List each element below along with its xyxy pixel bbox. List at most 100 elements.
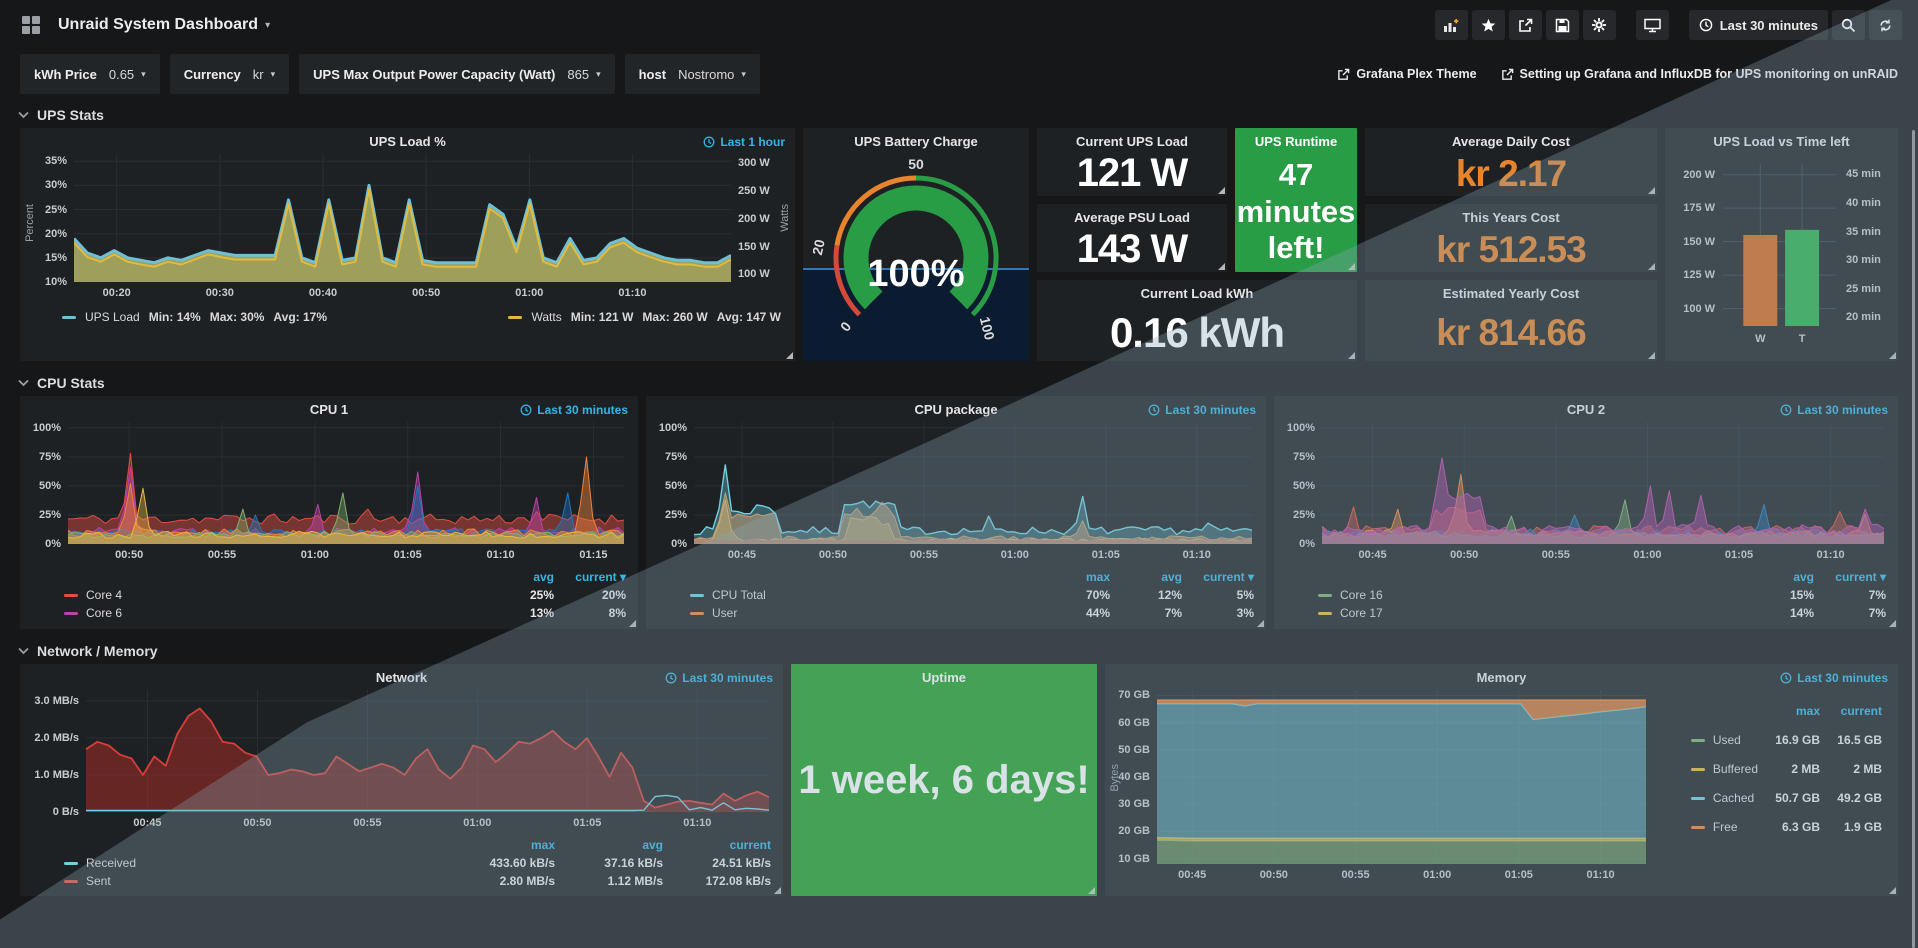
series-color-dash [1690, 796, 1705, 800]
refresh-button[interactable] [1869, 10, 1902, 40]
link-grafana-plex-theme[interactable]: Grafana Plex Theme [1337, 67, 1477, 81]
panel-title[interactable]: CPU package [914, 402, 998, 417]
legend-label[interactable]: UPS Load [85, 310, 140, 324]
axis-label: 50% [1292, 479, 1315, 492]
legend-value: 1.9 GB [1843, 820, 1882, 834]
legend-column-header[interactable]: current ▾ [575, 570, 626, 584]
dashboard-title[interactable]: Unraid System Dashboard [58, 16, 259, 33]
save-button[interactable] [1545, 10, 1579, 40]
chevron-down-icon [18, 379, 29, 387]
variable-ups-max-output: UPS Max Output Power Capacity (Watt) 865… [299, 54, 615, 94]
legend-label[interactable]: Core 17 [1318, 606, 1742, 620]
axis-label: 25% [664, 508, 687, 521]
panel-title[interactable]: CPU 1 [309, 402, 349, 417]
legend-label[interactable]: Core 4 [64, 588, 482, 602]
star-button[interactable] [1471, 10, 1505, 40]
axis-label: T [1798, 333, 1806, 345]
legend-label[interactable]: Received [64, 856, 447, 870]
legend-column-header[interactable]: current ▾ [1835, 570, 1886, 584]
series-color-dash [1690, 738, 1705, 742]
legend-label[interactable]: Used [1690, 733, 1758, 747]
legend-label[interactable]: Sent [64, 874, 447, 888]
stat-value: 121 W [1076, 151, 1189, 195]
panel-memory: Memory Last 30 minutes Bytes 70 GB 60 GB 5… [1105, 664, 1898, 896]
legend-column-header[interactable]: avg [642, 838, 663, 852]
stat-value: kr 512.53 [1436, 229, 1586, 270]
time-range-badge: Last 1 hour [703, 135, 785, 149]
variable-label: host [638, 66, 667, 82]
stat-value: 47 minutes left! [1236, 157, 1356, 266]
link-ups-monitoring-guide[interactable]: Setting up Grafana and InfluxDB for UPS … [1501, 67, 1898, 81]
settings-gear-icon[interactable] [1582, 10, 1616, 40]
section-header-cpu-stats[interactable]: CPU Stats [0, 361, 1918, 396]
network-chart[interactable]: 3.0 MB/s 2.0 MB/s 1.0 MB/s 0 B/s 00:45 00:50 0… [20, 688, 783, 836]
legend-label[interactable]: User [690, 606, 1038, 620]
panel-title[interactable]: Network [375, 670, 428, 685]
legend-label[interactable]: Buffered [1690, 762, 1758, 776]
legend-column-header[interactable]: avg [1793, 570, 1814, 584]
chevron-down-icon[interactable]: ▾ [265, 19, 271, 31]
legend-value: 3% [1236, 606, 1254, 620]
section-header-ups-stats[interactable]: UPS Stats [0, 100, 1918, 128]
time-range-picker[interactable]: Last 30 minutes [1688, 10, 1828, 40]
axis-label: 01:15 [579, 549, 608, 561]
bar-chart-svg [1723, 164, 1836, 326]
cpu1-chart[interactable]: 100% 75% 50% 25% 0% 00:50 00:55 01:00 01:05 01:10… [20, 420, 638, 568]
variable-value-dropdown[interactable]: 0.65 ▾ [108, 66, 146, 82]
legend-label[interactable]: Core 16 [1318, 588, 1742, 602]
legend-label[interactable]: Watts [531, 310, 562, 324]
legend-column-header[interactable]: current [1840, 704, 1882, 718]
legend-column-header[interactable]: max [1795, 704, 1820, 718]
series-color-dash [62, 315, 76, 319]
variable-value-dropdown[interactable]: 865 ▾ [567, 66, 601, 82]
panel-title[interactable]: CPU 2 [1566, 402, 1606, 417]
axis-label: 00:30 [205, 287, 234, 299]
legend-label[interactable]: Cached [1690, 791, 1758, 805]
legend-column-header[interactable]: current ▾ [1203, 570, 1254, 584]
share-button[interactable] [1508, 10, 1542, 40]
variable-label: kWh Price [34, 66, 97, 82]
legend-label[interactable]: Free [1690, 820, 1758, 834]
legend-label[interactable]: Core 6 [64, 606, 482, 620]
memory-chart[interactable]: Bytes 70 GB 60 GB 50 GB 40 GB 30 GB 20 GB 10 G… [1105, 688, 1898, 888]
legend-column-header[interactable]: max [530, 838, 555, 852]
tv-kiosk-button[interactable] [1635, 10, 1669, 40]
series-color-dash [64, 611, 78, 615]
legend-column-header[interactable]: max [1085, 570, 1110, 584]
cpu2-chart[interactable]: 100% 75% 50% 25% 0% 00:45 00:50 00:55 01:00 01:05… [1274, 420, 1898, 568]
variable-value-dropdown[interactable]: kr ▾ [252, 66, 276, 82]
legend-column-header[interactable]: current [729, 838, 771, 852]
legend-column-header[interactable]: avg [1161, 570, 1182, 584]
chart-legend: max avg current Received 433.60 kB/s 37.16 kB… [20, 836, 783, 888]
scrollbar[interactable] [1912, 130, 1915, 948]
add-panel-button[interactable] [1434, 10, 1468, 40]
cpu-package-chart[interactable]: 100% 75% 50% 25% 0% 00:45 00:50 00:55 01:00 01:05… [646, 420, 1266, 568]
panel-title[interactable]: UPS Battery Charge [854, 134, 978, 149]
axis-label: 01:00 [1633, 549, 1662, 561]
legend-min: Min: 14% [148, 310, 201, 324]
legend-column-header[interactable]: avg [533, 570, 554, 584]
variable-value-dropdown[interactable]: Nostromo ▾ [678, 66, 746, 82]
panel-title[interactable]: UPS Load % [369, 134, 446, 149]
apps-grid-icon[interactable] [14, 9, 48, 41]
axis-label: 200 W [738, 212, 770, 225]
clock-icon [520, 404, 532, 416]
axis-label: 01:10 [486, 549, 515, 561]
zoom-out-search-button[interactable] [1832, 10, 1865, 40]
legend-value: 24.51 kB/s [712, 856, 771, 870]
axis-label: 00:50 [115, 549, 144, 561]
section-header-network-memory[interactable]: Network / Memory [0, 629, 1918, 664]
panel-title[interactable]: Uptime [921, 670, 967, 685]
axis-label: 20 GB [1118, 825, 1150, 838]
ups-load-chart[interactable]: Percent Watts 35% 30% 25% 20% 15% 10% 300 W 250… [20, 152, 795, 304]
axis-label: 01:05 [1091, 549, 1120, 561]
panel-title[interactable]: Memory [1476, 670, 1527, 685]
axis-label: 01:00 [1423, 869, 1452, 881]
stat-estimated-yearly-cost: Estimated Yearly Cost kr 814.66 [1365, 280, 1657, 361]
axis-label: 00:20 [102, 287, 131, 299]
legend-label[interactable]: CPU Total [690, 588, 1038, 602]
ups-stats-row: UPS Load % Last 1 hour Percent Watts 35%… [0, 128, 1918, 361]
panel-title[interactable]: UPS Load vs Time left [1713, 134, 1850, 149]
stat-ups-runtime: UPS Runtime 47 minutes left! [1235, 128, 1357, 272]
legend-value: 12% [1157, 588, 1182, 602]
